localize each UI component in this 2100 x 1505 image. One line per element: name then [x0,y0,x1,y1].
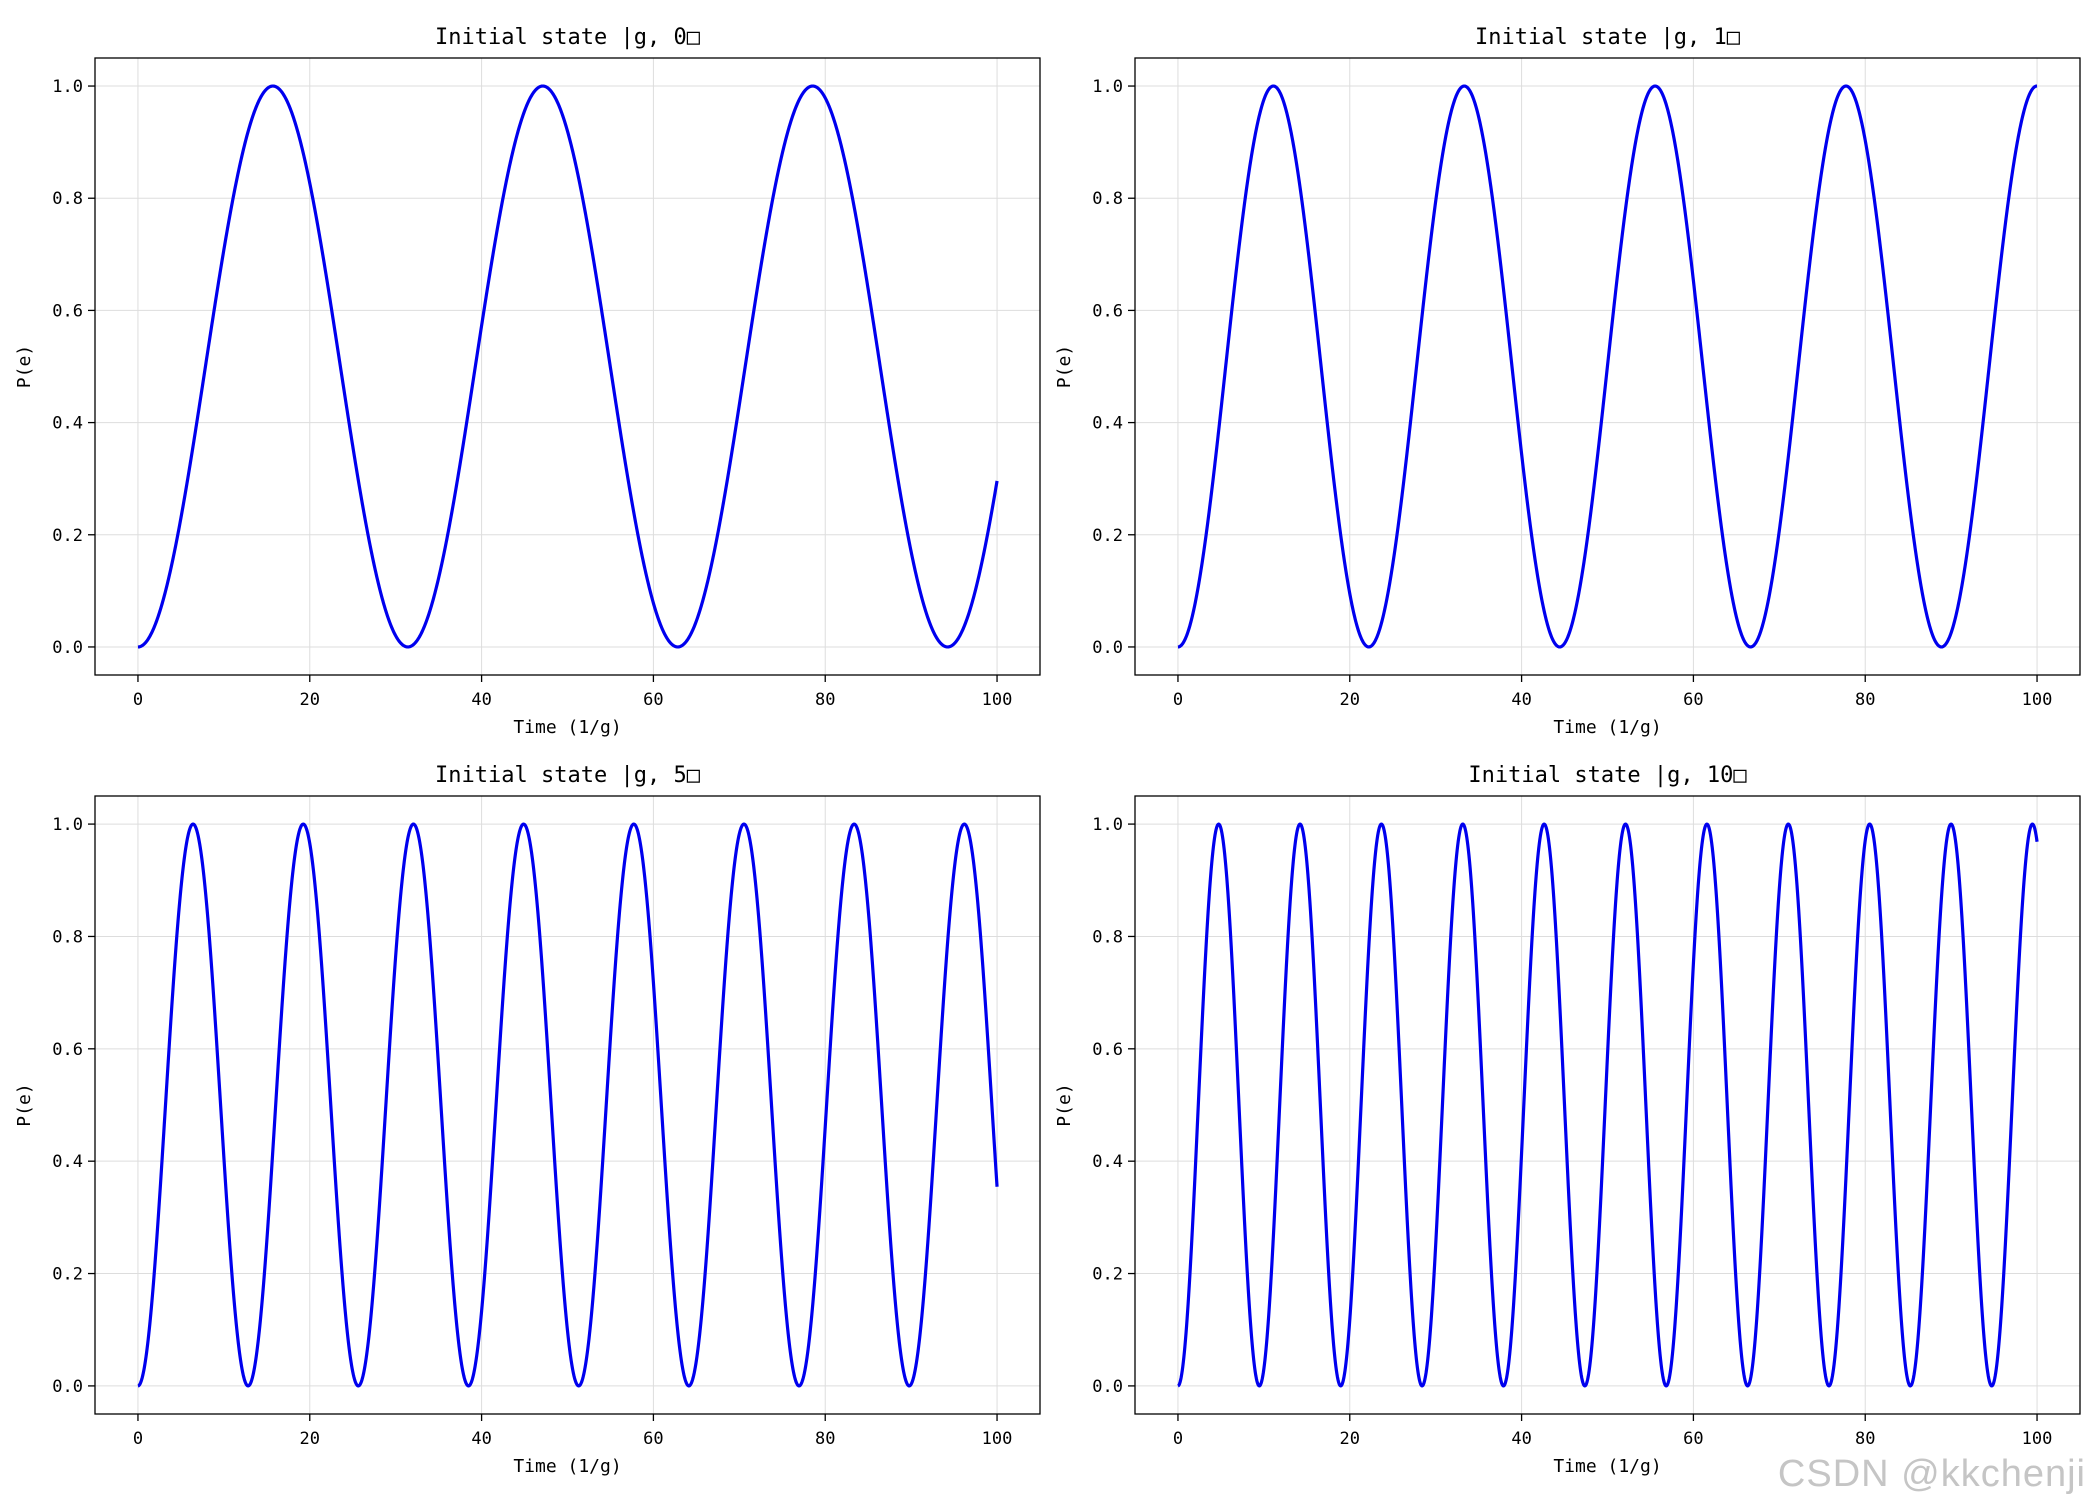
subplot-title: Initial state |g, 0□ [435,25,701,50]
x-tick-label: 100 [2022,1429,2053,1449]
x-tick-label: 60 [643,1429,663,1449]
series-line [1176,822,2039,1388]
y-tick-label: 0.8 [52,927,83,947]
y-tick-label: 1.0 [52,77,83,97]
x-tick-label: 0 [1173,690,1183,710]
y-tick-label: 0.4 [52,414,83,434]
subplot-title: Initial state |g, 1□ [1475,25,1741,50]
y-tick-label: 0.6 [52,301,83,321]
y-tick-label: 0.4 [1092,414,1123,434]
y-tick-label: 0.8 [1092,189,1123,209]
y-tick-label: 1.0 [1092,815,1123,835]
x-axis-label: Time (1/g) [513,717,621,738]
x-tick-label: 80 [815,690,835,710]
subplot-1: 0 20 40 60 80 100 0.0 0.2 0.4 0.6 0.8 1.0 Initial st… [14,25,1041,738]
x-tick-label: 100 [982,690,1013,710]
y-tick-label: 0.4 [1092,1152,1123,1172]
y-axis-label: P(e) [1054,345,1075,388]
y-tick-label: 0.6 [52,1040,83,1060]
y-axis-label: P(e) [1054,1083,1075,1126]
y-tick-label: 0.4 [52,1152,83,1172]
y-tick-label: 0.2 [1092,526,1123,546]
x-tick-label: 40 [471,690,491,710]
y-tick-label: 0.0 [52,1377,83,1397]
series-line [136,84,999,649]
subplot-title: Initial state |g, 5□ [435,763,701,788]
y-tick-label: 0.0 [1092,638,1123,658]
subplot-title: Initial state |g, 10□ [1468,763,1747,788]
x-tick-label: 100 [2022,690,2053,710]
y-tick-label: 0.8 [52,189,83,209]
x-tick-label: 20 [1340,1429,1360,1449]
series-line [1176,84,2039,649]
x-tick-label: 60 [1683,690,1703,710]
x-tick-label: 0 [133,690,143,710]
plot-frame [94,57,1041,676]
series-line [136,822,999,1388]
subplot-4: 0 20 40 60 80 100 0.0 0.2 0.4 0.6 0.8 1.0 Initial st… [1054,763,2081,1477]
y-axis-label: P(e) [14,345,35,388]
x-tick-label: 80 [1855,1429,1875,1449]
y-tick-label: 1.0 [52,815,83,835]
x-tick-label: 0 [1173,1429,1183,1449]
y-tick-label: 0.0 [1092,1377,1123,1397]
plot-frame [1134,57,2081,676]
y-tick-label: 0.6 [1092,301,1123,321]
y-tick-label: 0.2 [1092,1265,1123,1285]
x-axis-label: Time (1/g) [1553,1456,1661,1477]
x-tick-label: 80 [1855,690,1875,710]
y-tick-label: 0.2 [52,526,83,546]
plot-frame [1134,795,2081,1415]
x-axis-label: Time (1/g) [513,1456,621,1477]
x-tick-label: 20 [1340,690,1360,710]
x-tick-label: 0 [133,1429,143,1449]
x-axis-label: Time (1/g) [1553,717,1661,738]
subplot-2: 0 20 40 60 80 100 0.0 0.2 0.4 0.6 0.8 1.0 Initial st… [1054,25,2081,738]
x-tick-label: 100 [982,1429,1013,1449]
y-tick-label: 0.8 [1092,927,1123,947]
x-tick-label: 40 [1511,690,1531,710]
x-tick-label: 60 [643,690,663,710]
plot-frame [94,795,1041,1415]
subplot-3: 0 20 40 60 80 100 0.0 0.2 0.4 0.6 0.8 1.0 Initial st… [14,763,1041,1477]
x-tick-label: 40 [471,1429,491,1449]
x-tick-label: 20 [300,1429,320,1449]
y-tick-label: 1.0 [1092,77,1123,97]
x-tick-label: 80 [815,1429,835,1449]
x-tick-label: 20 [300,690,320,710]
x-tick-label: 60 [1683,1429,1703,1449]
watermark: CSDN @kkchenji [1777,1453,2086,1495]
y-tick-label: 0.2 [52,1265,83,1285]
x-tick-label: 40 [1511,1429,1531,1449]
y-tick-label: 0.0 [52,638,83,658]
y-tick-label: 0.6 [1092,1040,1123,1060]
y-axis-label: P(e) [14,1083,35,1126]
